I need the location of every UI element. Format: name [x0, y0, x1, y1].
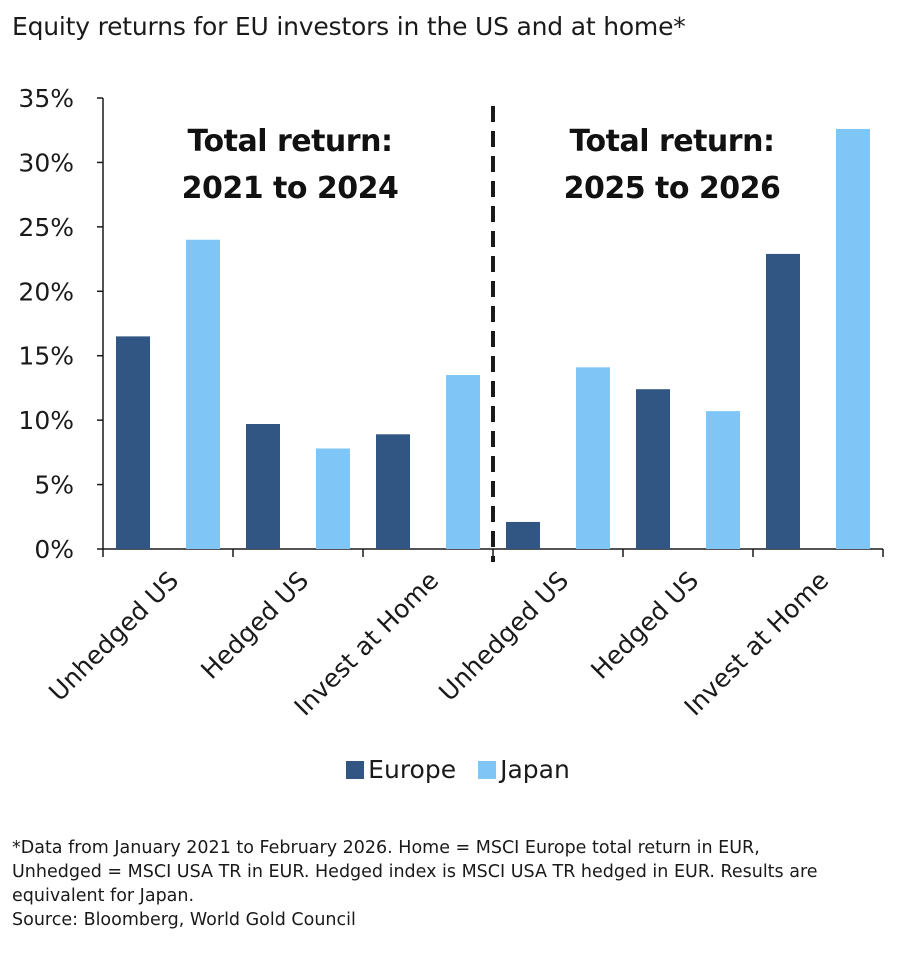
footnote-line: Unhedged = MSCI USA TR in EUR. Hedged in…	[12, 862, 818, 882]
y-tick-label: 35%	[18, 84, 74, 113]
footnote-line: equivalent for Japan.	[12, 886, 195, 906]
bar-japan	[706, 411, 740, 549]
bar-chart: 0%5%10%15%20%25%30%35%Unhedged US Hedged …	[18, 84, 884, 722]
y-tick-label: 15%	[18, 342, 74, 371]
annotation-period: 2021 to 2024	[182, 171, 399, 206]
bar-europe	[116, 336, 150, 549]
x-category-label: Hedged US	[585, 566, 704, 685]
annotation-title: Total return:	[188, 124, 393, 159]
bar-europe	[376, 434, 410, 549]
footnote-line: *Data from January 2021 to February 2026…	[12, 838, 760, 858]
y-tick-label: 20%	[18, 277, 74, 306]
x-category-label: Invest at Home	[289, 566, 445, 722]
bar-japan	[446, 375, 480, 549]
legend-label-europe: Europe	[368, 755, 457, 784]
y-tick-label: 5%	[34, 471, 74, 500]
legend-label-japan: Japan	[500, 755, 570, 784]
bar-japan	[186, 239, 220, 549]
x-category-label: Hedged US	[195, 566, 314, 685]
source-line: Source: Bloomberg, World Gold Council	[12, 910, 356, 930]
legend-swatch-japan	[478, 760, 497, 779]
legend: Europe Japan	[0, 755, 916, 784]
y-tick-label: 0%	[34, 535, 74, 564]
legend-item-europe: Europe	[346, 755, 456, 784]
x-category-label: Unhedged US	[433, 566, 574, 707]
legend-item-japan: Japan	[478, 755, 570, 784]
annotation-period: 2025 to 2026	[564, 171, 781, 206]
chart-title: Equity returns for EU investors in the U…	[12, 12, 686, 41]
bar-europe	[766, 253, 800, 549]
y-tick-label: 25%	[18, 213, 74, 242]
bar-japan	[316, 448, 350, 549]
bar-japan	[576, 367, 610, 549]
legend-swatch-europe	[346, 760, 365, 779]
footnote: *Data from January 2021 to February 2026…	[12, 836, 907, 932]
y-tick-label: 10%	[18, 406, 74, 435]
x-category-label: Invest at Home	[679, 566, 835, 722]
bar-japan	[836, 128, 870, 549]
y-tick-label: 30%	[18, 148, 74, 177]
bar-europe	[506, 521, 540, 549]
x-category-label: Unhedged US	[43, 566, 184, 707]
bar-europe	[636, 389, 670, 549]
annotation-title: Total return:	[570, 124, 775, 159]
bar-europe	[246, 424, 280, 549]
